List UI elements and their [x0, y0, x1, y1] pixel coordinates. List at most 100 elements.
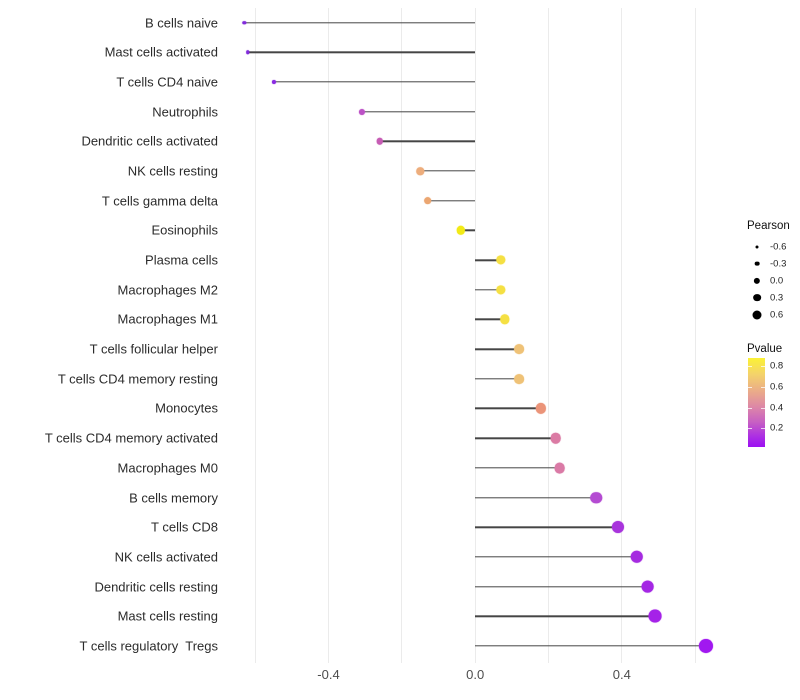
pvalue-colorbar-tick — [761, 407, 765, 409]
category-label: Mast cells resting — [117, 608, 218, 624]
x-tick-label: 0.0 — [466, 667, 485, 682]
point-dot — [514, 344, 525, 355]
category-label: Plasma cells — [145, 252, 218, 268]
gridline — [694, 8, 696, 663]
category-label: T cells CD4 memory resting — [57, 371, 218, 387]
gridline — [548, 8, 549, 663]
category-label: B cells memory — [129, 490, 218, 506]
point-dot — [456, 226, 465, 235]
stem-line — [361, 111, 476, 113]
pvalue-colorbar-tick — [761, 428, 765, 430]
stem-line — [475, 585, 648, 588]
point-dot — [358, 108, 365, 115]
pearson-legend-dot — [755, 245, 759, 248]
pearson-legend-label: -0.3 — [770, 257, 787, 269]
stem-line — [475, 615, 655, 617]
category-label: Macrophages M1 — [117, 311, 218, 327]
point-dot — [496, 285, 506, 295]
pearson-legend-label: 0.0 — [770, 274, 784, 286]
pearson-legend-dot — [754, 261, 760, 266]
stem-line — [475, 318, 505, 321]
stem-line — [475, 496, 597, 499]
category-label: T cells regulatory Tregs — [79, 638, 218, 654]
pvalue-legend-title: Pvalue — [747, 343, 783, 355]
pearson-legend-label: 0.3 — [770, 291, 784, 303]
category-label: Dendritic cells resting — [94, 579, 218, 595]
category-label: T cells CD4 naive — [116, 74, 218, 90]
point-dot — [554, 462, 565, 474]
stem-line — [273, 81, 476, 83]
x-tick-label: 0.4 — [612, 667, 631, 682]
point-dot — [246, 50, 250, 55]
stem-line — [475, 378, 520, 380]
pearson-legend-label: 0.6 — [770, 308, 784, 320]
category-label: Monocytes — [155, 400, 218, 416]
gridline — [328, 8, 329, 663]
x-tick-label: -0.4 — [317, 667, 340, 682]
category-label: Mast cells activated — [104, 44, 218, 60]
point-dot — [590, 491, 602, 504]
point-dot — [612, 521, 625, 534]
point-dot — [376, 138, 384, 145]
point-dot — [242, 20, 246, 25]
point-dot — [648, 609, 662, 623]
stem-line — [475, 407, 542, 410]
pvalue-legend-label: 0.8 — [770, 360, 784, 372]
stem-line — [475, 526, 619, 528]
point-dot — [641, 580, 654, 593]
gridline — [621, 8, 623, 663]
point-dot — [499, 314, 510, 325]
pearson-legend-dot — [753, 293, 761, 302]
stem-line — [475, 645, 707, 647]
stem-line — [475, 437, 556, 439]
point-dot — [423, 196, 432, 205]
category-label: NK cells activated — [114, 549, 218, 565]
pearson-legend-title: Pearson — [747, 220, 790, 232]
category-label: Dendritic cells activated — [81, 133, 218, 149]
point-dot — [271, 80, 276, 85]
gridline — [474, 8, 476, 663]
category-label: T cells follicular helper — [89, 341, 218, 357]
pearson-legend-dot — [753, 277, 761, 284]
point-dot — [699, 638, 714, 653]
pvalue-colorbar-tick — [748, 386, 752, 388]
pvalue-colorbar-tick — [761, 366, 765, 368]
stem-line — [475, 289, 501, 291]
category-label: Macrophages M0 — [117, 460, 218, 476]
stem-line — [475, 259, 501, 261]
point-dot — [416, 167, 424, 175]
stem-line — [247, 51, 476, 54]
gridline — [401, 8, 403, 663]
point-dot — [496, 255, 506, 265]
pvalue-colorbar-tick — [748, 428, 752, 430]
stem-line — [460, 229, 476, 232]
pvalue-colorbar-tick — [748, 407, 752, 409]
stem-line — [379, 140, 476, 143]
stem-line — [475, 467, 560, 469]
stem-line — [420, 170, 476, 172]
pvalue-legend-label: 0.2 — [770, 422, 784, 434]
pvalue-colorbar-tick — [748, 366, 752, 368]
stem-line — [244, 21, 476, 24]
category-label: Macrophages M2 — [117, 282, 218, 298]
stem-line — [427, 200, 476, 202]
pvalue-legend-label: 0.4 — [770, 401, 784, 413]
gridline — [254, 8, 256, 663]
point-dot — [550, 432, 562, 444]
point-dot — [630, 550, 643, 564]
category-label: T cells CD4 memory activated — [44, 430, 218, 446]
point-dot — [514, 373, 525, 384]
pvalue-colorbar-tick — [761, 386, 765, 388]
category-label: Neutrophils — [152, 104, 218, 120]
pearson-legend-label: -0.6 — [770, 240, 787, 252]
pvalue-colorbar — [748, 358, 765, 447]
stem-line — [475, 556, 637, 558]
stem-line — [475, 348, 520, 350]
category-label: Eosinophils — [151, 222, 219, 238]
category-label: T cells gamma delta — [101, 193, 218, 209]
pearson-legend-dot — [752, 310, 762, 319]
category-label: B cells naive — [145, 15, 218, 31]
pvalue-legend-label: 0.6 — [770, 381, 784, 393]
category-label: NK cells resting — [127, 163, 218, 179]
